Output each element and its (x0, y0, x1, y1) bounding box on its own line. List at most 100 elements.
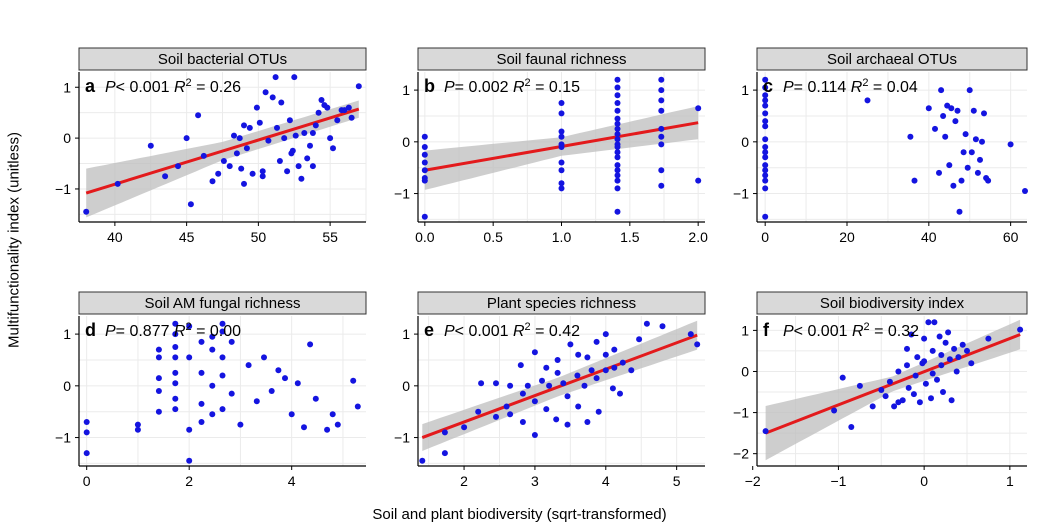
x-tick-label: 0.0 (415, 229, 435, 245)
data-point (977, 156, 983, 163)
data-point (929, 347, 936, 354)
data-point (762, 123, 769, 130)
data-point (421, 167, 428, 174)
data-point (581, 382, 588, 389)
data-point (762, 84, 769, 91)
plot-area (79, 316, 366, 466)
data-point (220, 158, 227, 164)
data-point (531, 398, 538, 405)
data-point (979, 138, 985, 145)
data-point (558, 110, 565, 117)
data-point (658, 133, 665, 140)
data-point (962, 131, 969, 138)
data-point (882, 393, 889, 400)
data-point (301, 424, 307, 431)
data-point (929, 370, 936, 377)
data-point (960, 149, 967, 156)
data-point (241, 122, 247, 129)
data-point (658, 125, 665, 132)
panel-strip (417, 291, 706, 315)
data-point (155, 346, 162, 353)
data-point (912, 372, 919, 379)
panel-letter: b (424, 76, 435, 96)
data-point (953, 368, 960, 375)
y-tick-label: −2 (733, 446, 749, 462)
data-point (659, 323, 666, 330)
data-point (643, 320, 650, 327)
panel-letter: c (763, 76, 773, 96)
data-point (558, 133, 565, 140)
x-tick-label: 4 (602, 473, 610, 489)
data-point (281, 135, 288, 142)
data-point (198, 400, 205, 407)
data-point (968, 149, 975, 156)
data-point (236, 135, 243, 142)
data-point (593, 338, 600, 345)
data-point (265, 137, 272, 144)
data-point (524, 382, 531, 389)
data-point (228, 338, 235, 345)
data-point (330, 145, 336, 152)
data-point (921, 335, 928, 342)
data-point (421, 213, 428, 220)
data-point (895, 399, 902, 406)
data-point (614, 92, 621, 99)
data-point (200, 152, 207, 159)
data-point (1007, 141, 1014, 148)
data-point (219, 372, 226, 379)
data-point (658, 167, 665, 174)
data-point (83, 208, 90, 215)
data-point (588, 367, 595, 374)
data-point (233, 150, 240, 157)
data-point (964, 164, 971, 171)
data-point (614, 136, 621, 143)
data-point (954, 107, 961, 114)
panel-statistics: P= 0.877 R2 = 0.00 (105, 321, 241, 340)
data-point (461, 424, 468, 431)
data-point (209, 178, 216, 185)
y-tick-label: −1 (394, 186, 410, 202)
data-point (83, 429, 90, 436)
data-point (256, 119, 263, 126)
panel-strip (78, 291, 367, 315)
data-point (762, 167, 769, 174)
data-point (198, 338, 205, 345)
data-point (658, 97, 665, 104)
panel-strip (756, 291, 1028, 315)
panel-b: Soil faunal richness 0.0 0.5 1.0 1.5 2.0 −1 0 1 b… (394, 47, 708, 245)
data-point (925, 319, 932, 326)
panel-c: Soil archaeal OTUs 0 20 40 60 −1 0 1 c P= 0.114 R… (733, 47, 1028, 245)
data-point (762, 172, 769, 179)
y-tick-label: −1 (733, 405, 749, 421)
data-point (237, 421, 244, 428)
regression-line (85, 107, 360, 195)
data-point (560, 380, 567, 387)
panel-title: Soil bacterial OTUs (158, 51, 287, 68)
data-point (914, 354, 921, 361)
data-point (593, 375, 600, 382)
x-tick-label: 1.5 (620, 229, 640, 245)
data-point (628, 367, 635, 374)
data-point (345, 104, 352, 111)
data-point (614, 208, 621, 215)
data-point (602, 331, 609, 338)
data-point (614, 154, 621, 161)
data-point (614, 172, 621, 179)
data-point (531, 432, 538, 438)
panel-strip (78, 47, 367, 71)
data-point (614, 162, 621, 169)
data-point (564, 393, 571, 400)
data-point (762, 177, 769, 184)
data-point (228, 390, 235, 397)
panel-a: Soil bacterial OTUs 40 45 50 55 −1 0 1 a P< 0.001… (55, 47, 367, 245)
data-point (172, 406, 179, 413)
data-point (543, 406, 550, 413)
data-point (614, 100, 621, 106)
data-point (617, 390, 623, 397)
data-point (614, 115, 621, 122)
data-point (186, 426, 193, 433)
data-point (921, 358, 928, 365)
y-tick-label: −1 (55, 430, 71, 446)
panel-title: Soil AM fungal richness (145, 295, 301, 312)
